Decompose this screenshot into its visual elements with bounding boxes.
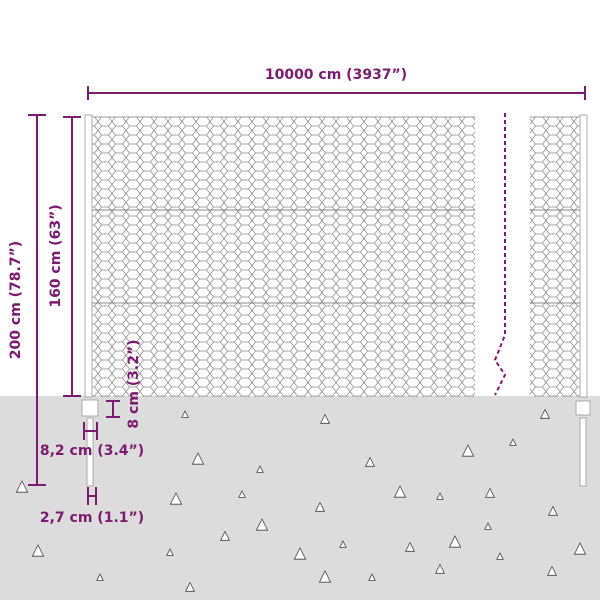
stone (96, 573, 104, 581)
total-height-dimension: 200 cm (78.7”) (8, 114, 46, 486)
length-dimension: 10000 cm (3937”) (87, 67, 586, 100)
stone (238, 490, 246, 498)
stone (573, 542, 587, 555)
anchor-bracket-left (81, 399, 99, 417)
stone (539, 408, 551, 419)
stone (461, 444, 475, 457)
ground (0, 396, 600, 600)
break-line (493, 113, 507, 396)
stone (448, 535, 462, 548)
stone (31, 544, 45, 557)
fence-post-left (84, 114, 93, 398)
total-height-label: 200 cm (78.7”) (8, 241, 24, 359)
stone (546, 565, 558, 576)
stone (393, 485, 407, 498)
stone (319, 413, 331, 424)
anchor-height-label: 8 cm (3.2”) (126, 339, 142, 428)
stone (169, 492, 183, 505)
stone (256, 465, 264, 473)
stone (255, 518, 269, 531)
stone (219, 530, 231, 541)
ground-anchor-left (86, 417, 94, 487)
stone (15, 480, 29, 493)
ground-stones (15, 408, 587, 592)
stone (404, 541, 416, 552)
stone (484, 487, 496, 498)
stone (314, 501, 326, 512)
anchor-height-dimension: 8 cm (3.2”) (106, 339, 142, 429)
length-label: 10000 cm (3937”) (265, 67, 407, 83)
stone (484, 522, 492, 530)
stone (509, 438, 517, 446)
anchor-bracket-right (575, 400, 591, 416)
stone (496, 552, 504, 560)
stone (436, 492, 444, 500)
mesh-height-dimension: 160 cm (63”) (48, 116, 81, 397)
stone (434, 563, 446, 574)
post-diameter-dimension: 2,7 cm (1.1”) (40, 487, 144, 526)
post-width-dimension: 8,2 cm (3.4”) (40, 422, 144, 459)
stone (364, 456, 376, 467)
stone (293, 547, 307, 560)
stone (368, 573, 376, 581)
post-width-label: 8,2 cm (3.4”) (40, 443, 144, 459)
fence-mesh-end (530, 116, 585, 397)
stone (547, 505, 559, 516)
stone (339, 540, 347, 548)
stone (191, 452, 205, 465)
fence-mesh-main (88, 116, 475, 397)
mesh-height-label: 160 cm (63”) (48, 204, 64, 307)
stone (184, 581, 196, 592)
ground-anchor-right (579, 417, 587, 487)
stone (166, 548, 174, 556)
post-diameter-label: 2,7 cm (1.1”) (40, 510, 144, 526)
stone (318, 570, 332, 583)
stone (181, 410, 189, 418)
fence-post-right (579, 114, 588, 398)
